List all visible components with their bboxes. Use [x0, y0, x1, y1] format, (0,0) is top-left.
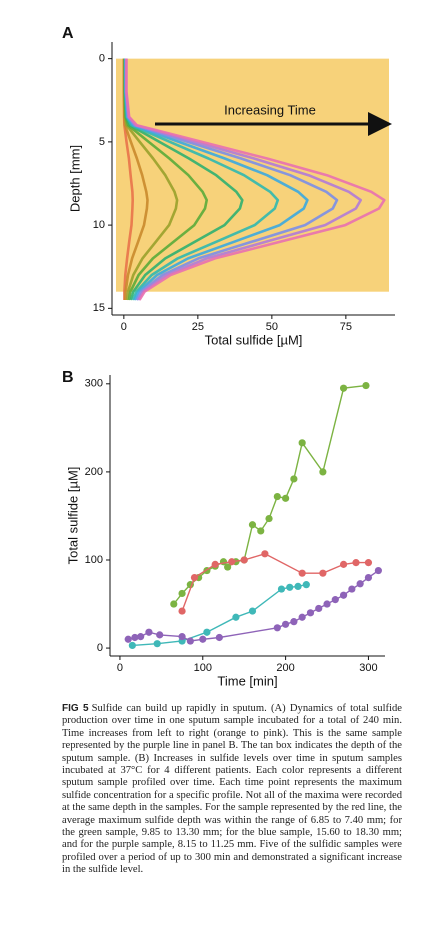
series-point [306, 609, 315, 617]
series-point [273, 624, 281, 632]
series-point [339, 560, 348, 568]
series-point [315, 604, 323, 613]
series-point [248, 521, 257, 529]
series-point [294, 582, 302, 591]
series-point [261, 550, 269, 558]
y-tick-label: 200 [85, 466, 103, 478]
series-point [145, 628, 153, 636]
arrow-head [368, 112, 392, 136]
series-point [298, 439, 306, 447]
series-point [364, 574, 373, 582]
series-point [224, 563, 232, 571]
series-point [277, 585, 286, 593]
x-axis-label: Total sulfide [µM] [205, 332, 303, 347]
series-point [156, 631, 164, 639]
series-point [124, 635, 132, 643]
y-tick-label: 15 [93, 302, 105, 314]
series-point [290, 618, 298, 626]
x-tick-label: 50 [266, 321, 278, 333]
y-tick-label: 5 [99, 136, 105, 148]
caption-text: Sulfide can build up rapidly in sputum. … [62, 703, 402, 876]
y-tick-label: 10 [93, 219, 105, 231]
series-point [348, 585, 356, 593]
panel-label: A [62, 25, 74, 42]
y-tick-label: 300 [85, 378, 103, 390]
series-point [302, 581, 310, 589]
x-tick-label: 0 [121, 321, 127, 333]
annotation: Increasing Time [224, 102, 316, 117]
series-line [181, 553, 369, 612]
series-point [178, 589, 186, 598]
x-tick-label: 200 [276, 662, 294, 674]
series-point [128, 641, 136, 650]
series-point [282, 494, 290, 502]
series-point [319, 468, 327, 476]
series-point [323, 600, 331, 608]
series-point [228, 558, 236, 566]
x-axis-label: Time [min] [217, 673, 277, 688]
x-tick-label: 0 [117, 662, 123, 674]
series-point [248, 607, 257, 615]
x-tick-label: 300 [359, 662, 377, 674]
series-point [137, 633, 145, 641]
series-line [173, 384, 366, 605]
series-point [178, 607, 186, 615]
y-tick-label: 0 [97, 642, 103, 654]
series-point [190, 574, 199, 582]
series-point [339, 591, 348, 599]
series-point [211, 560, 219, 568]
x-tick-label: 25 [192, 321, 204, 333]
panel-label: B [62, 369, 74, 386]
y-tick-label: 100 [85, 554, 103, 566]
series-point [339, 384, 348, 392]
series-point [352, 559, 360, 567]
series-point [186, 637, 194, 645]
figure: A 0 25 50 75 0 5 10 15 Total sulfide [µM] Depth [m… [62, 25, 395, 688]
y-tick-label: 0 [99, 53, 105, 65]
series-point [153, 640, 161, 648]
series-point [364, 559, 373, 567]
series-point [374, 566, 382, 575]
x-tick-label: 75 [340, 321, 352, 333]
series-point [178, 633, 186, 641]
profile-line [125, 58, 386, 301]
series-line [128, 570, 379, 642]
series-point [286, 583, 294, 591]
series-point [131, 633, 139, 642]
series-point [356, 580, 364, 588]
series-point [215, 633, 223, 642]
y-axis-label: Total sulfide [µM] [65, 467, 80, 565]
series-point [362, 381, 370, 390]
series-point [331, 596, 339, 604]
series-point [240, 556, 248, 564]
y-axis-label: Depth [mm] [67, 145, 82, 212]
caption: FIG 5 Sulfide can build up rapidly in spu… [62, 703, 402, 877]
series-point [199, 635, 207, 643]
series-point [203, 628, 211, 636]
x-tick-label: 100 [194, 662, 212, 674]
series-point [282, 620, 290, 628]
series-point [298, 569, 306, 577]
series-point [298, 613, 306, 621]
series-point [257, 527, 265, 535]
series-point [265, 514, 273, 523]
series-point [273, 492, 281, 501]
caption-label: FIG 5 [62, 703, 89, 714]
series-point [170, 600, 178, 608]
series-point [232, 613, 240, 621]
series-point [319, 569, 327, 577]
series-line [132, 583, 307, 647]
series-point [290, 475, 298, 483]
